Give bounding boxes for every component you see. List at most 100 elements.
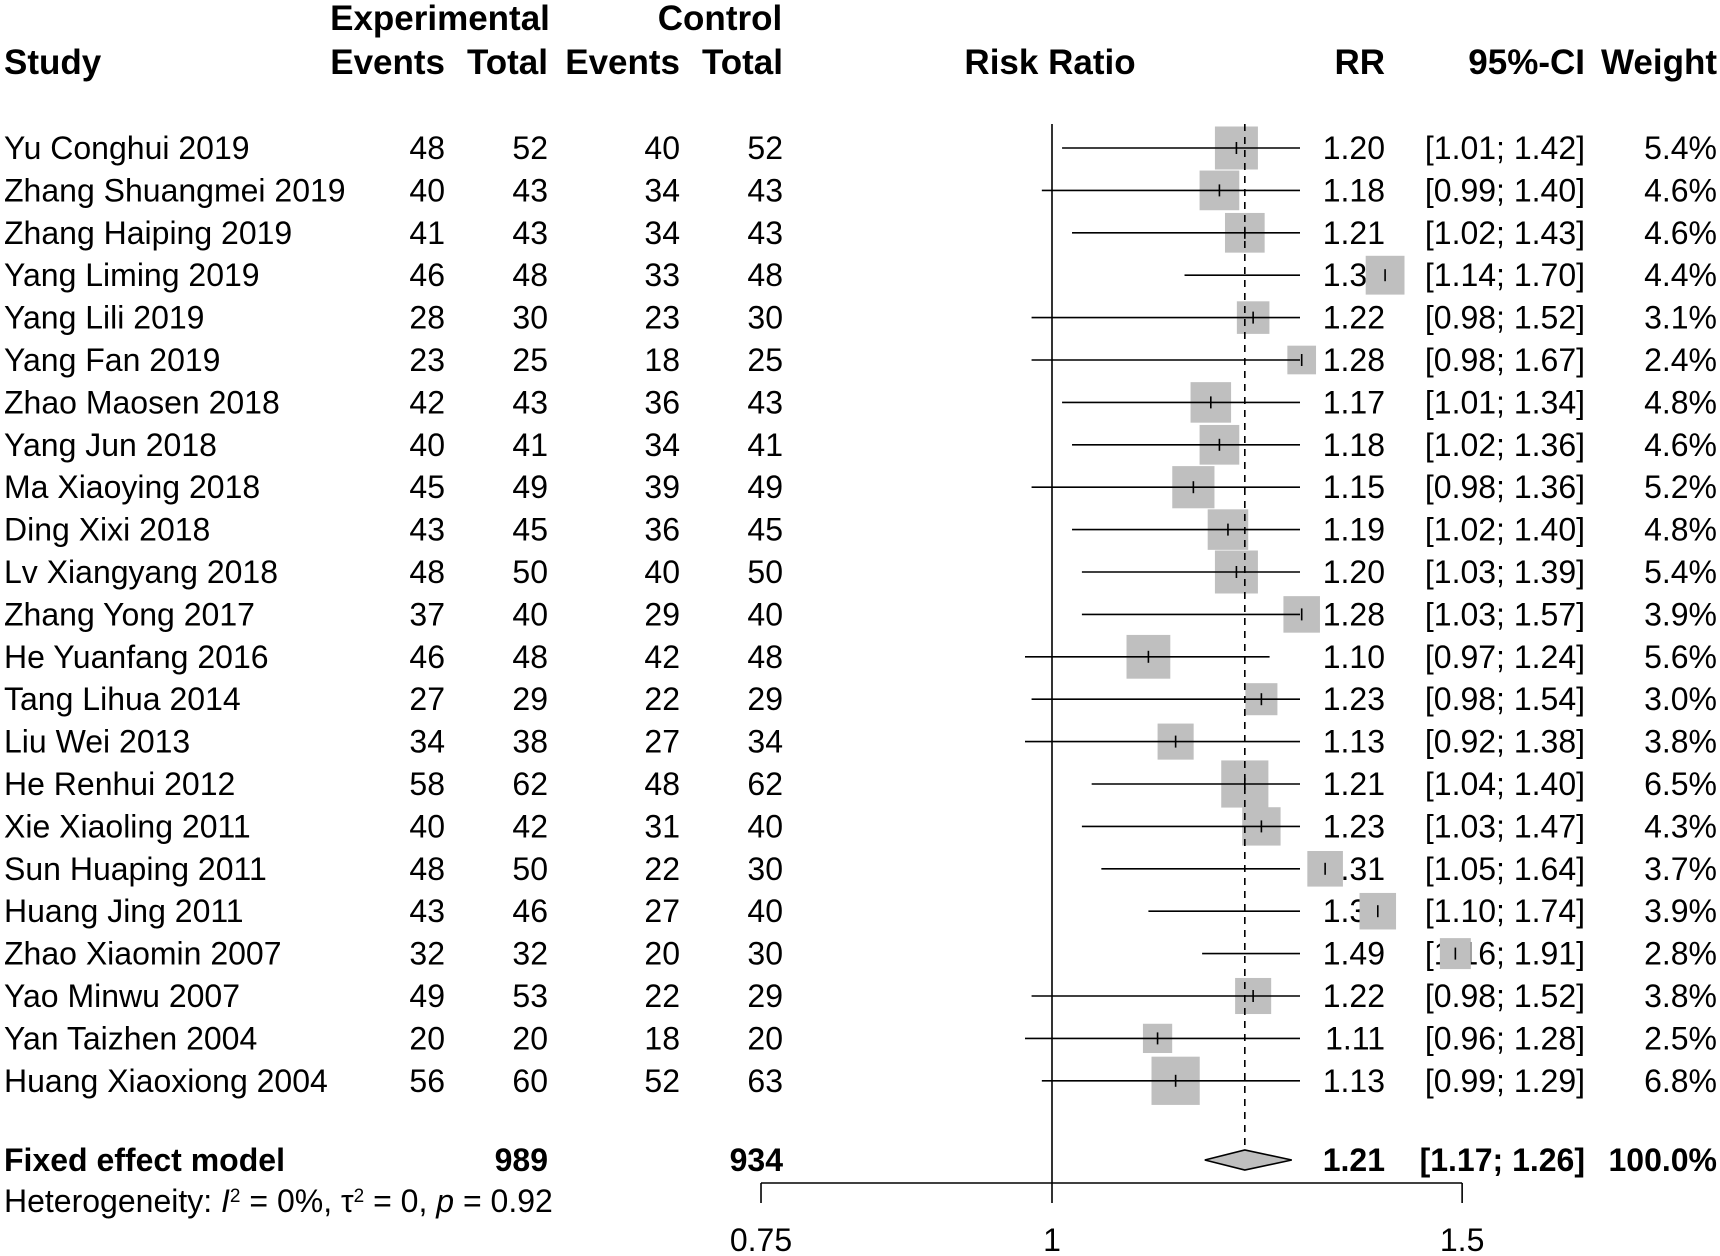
weight-value: 4.8%	[1644, 512, 1717, 548]
exp-total-value: 60	[512, 1063, 548, 1099]
ci-value: [0.96; 1.28]	[1425, 1020, 1585, 1056]
ctrl-total-value: 43	[747, 172, 783, 208]
ctrl-events-value: 36	[644, 512, 680, 548]
ci-value: [0.98; 1.67]	[1425, 342, 1585, 378]
exp-events-value: 27	[409, 681, 445, 717]
study-row: Yang Liming 2019 46 48 33 48 1.39 [1.14; 1.70]…	[4, 257, 1717, 293]
rr-value: 1.18	[1323, 172, 1385, 208]
exp-events-value: 43	[409, 512, 445, 548]
ctrl-total-value: 34	[747, 724, 783, 760]
rr-value: 1.10	[1323, 639, 1385, 675]
ci-value: [1.03; 1.47]	[1425, 808, 1585, 844]
ctrl-events-value: 20	[644, 936, 680, 972]
exp-events-value: 20	[409, 1020, 445, 1056]
exp-total-value: 43	[512, 172, 548, 208]
exp-events-value: 40	[409, 172, 445, 208]
rr-value: 1.28	[1323, 596, 1385, 632]
header-rr: RR	[1334, 43, 1385, 82]
study-row: Huang Xiaoxiong 2004 56 60 52 63 1.13 [0.99; 1…	[4, 1063, 1717, 1099]
x-tick-label: 0.75	[730, 1222, 792, 1256]
study-name: Huang Jing 2011	[4, 893, 244, 929]
weight-value: 4.6%	[1644, 172, 1717, 208]
ci-value: [0.99; 1.29]	[1425, 1063, 1585, 1099]
weight-value: 3.9%	[1644, 596, 1717, 632]
ctrl-total-value: 29	[747, 681, 783, 717]
ctrl-total-value: 48	[747, 639, 783, 675]
study-row: Yang Fan 2019 23 25 18 25 1.28 [0.98; 1.67] 2.4…	[4, 342, 1717, 378]
ci-value: [1.14; 1.70]	[1425, 257, 1585, 293]
weight-value: 2.5%	[1644, 1020, 1717, 1056]
ci-value: [1.10; 1.74]	[1425, 893, 1585, 929]
study-name: Zhang Shuangmei 2019	[4, 172, 346, 208]
rr-value: 1.13	[1323, 724, 1385, 760]
pooled-ci: [1.17; 1.26]	[1420, 1142, 1585, 1178]
study-name: Yang Fan 2019	[4, 342, 220, 378]
study-row: Ma Xiaoying 2018 45 49 39 49 1.15 [0.98; 1.36]…	[4, 469, 1717, 505]
exp-events-value: 43	[409, 893, 445, 929]
exp-total-value: 49	[512, 469, 548, 505]
weight-value: 4.4%	[1644, 257, 1717, 293]
pooled-ctrl-total: 934	[730, 1142, 784, 1178]
study-row: Zhang Haiping 2019 41 43 34 43 1.21 [1.02; 1.4…	[4, 215, 1717, 251]
rr-value: 1.28	[1323, 342, 1385, 378]
exp-total-value: 43	[512, 384, 548, 420]
exp-total-value: 32	[512, 936, 548, 972]
study-row: Huang Jing 2011 43 46 27 40 1.38 [1.10; 1.74] 3…	[4, 893, 1717, 929]
weight-value: 2.8%	[1644, 936, 1717, 972]
ci-value: [1.02; 1.36]	[1425, 427, 1585, 463]
ci-value: [0.98; 1.54]	[1425, 681, 1585, 717]
ci-value: [0.99; 1.40]	[1425, 172, 1585, 208]
exp-total-value: 46	[512, 893, 548, 929]
study-name: Liu Wei 2013	[4, 724, 190, 760]
ci-value: [0.98; 1.52]	[1425, 300, 1585, 336]
ctrl-total-value: 50	[747, 554, 783, 590]
exp-events-value: 40	[409, 427, 445, 463]
ctrl-events-value: 48	[644, 766, 680, 802]
ctrl-total-value: 40	[747, 596, 783, 632]
rr-value: 1.21	[1323, 215, 1385, 251]
study-row: Zhang Shuangmei 2019 40 43 34 43 1.18 [0.99; 1…	[4, 172, 1717, 208]
exp-events-value: 23	[409, 342, 445, 378]
ctrl-total-value: 29	[747, 978, 783, 1014]
pooled-weight: 100.0%	[1608, 1142, 1717, 1178]
ctrl-total-value: 48	[747, 257, 783, 293]
rr-value: 1.18	[1323, 427, 1385, 463]
exp-total-value: 48	[512, 257, 548, 293]
study-row: Yang Jun 2018 40 41 34 41 1.18 [1.02; 1.36] 4.6…	[4, 427, 1717, 463]
study-row: Xie Xiaoling 2011 40 42 31 40 1.23 [1.03; 1.47…	[4, 808, 1717, 844]
exp-total-value: 52	[512, 130, 548, 166]
weight-value: 5.2%	[1644, 469, 1717, 505]
ci-value: [1.01; 1.34]	[1425, 384, 1585, 420]
study-name: Zhang Yong 2017	[4, 596, 255, 632]
ctrl-total-value: 52	[747, 130, 783, 166]
exp-total-value: 25	[512, 342, 548, 378]
study-name: He Yuanfang 2016	[4, 639, 269, 675]
header-weight: Weight	[1601, 43, 1717, 82]
exp-events-value: 48	[409, 554, 445, 590]
exp-total-value: 38	[512, 724, 548, 760]
ci-value: [1.05; 1.64]	[1425, 851, 1585, 887]
ctrl-events-value: 22	[644, 851, 680, 887]
exp-total-value: 48	[512, 639, 548, 675]
exp-events-value: 37	[409, 596, 445, 632]
weight-value: 6.8%	[1644, 1063, 1717, 1099]
exp-events-value: 34	[409, 724, 445, 760]
ctrl-total-value: 30	[747, 300, 783, 336]
heterogeneity-tau-sup: 2	[354, 1186, 365, 1207]
study-name: Sun Huaping 2011	[4, 851, 267, 887]
header-control: Control	[658, 0, 782, 38]
pooled-rr: 1.21	[1323, 1142, 1385, 1178]
x-tick-label: 1.5	[1440, 1222, 1484, 1256]
ctrl-events-value: 23	[644, 300, 680, 336]
study-row: Zhao Maosen 2018 42 43 36 43 1.17 [1.01; 1.34]…	[4, 384, 1717, 420]
exp-events-value: 45	[409, 469, 445, 505]
study-name: Yu Conghui 2019	[4, 130, 250, 166]
plot-area: 0.75 1 1.5	[730, 124, 1484, 1256]
header-risk-ratio: Risk Ratio	[964, 43, 1135, 82]
column-headers: Experimental Control Study Events Total …	[4, 0, 1717, 82]
ctrl-total-value: 43	[747, 215, 783, 251]
study-name: Lv Xiangyang 2018	[4, 554, 278, 590]
ctrl-events-value: 22	[644, 681, 680, 717]
ctrl-total-value: 43	[747, 384, 783, 420]
